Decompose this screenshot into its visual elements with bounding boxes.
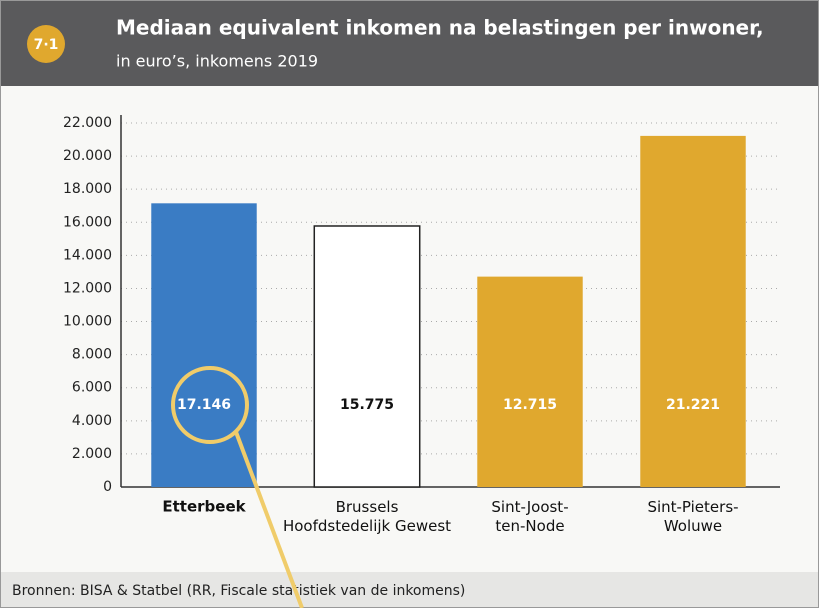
y-tick-label: 6.000 [72, 380, 112, 396]
x-tick-label: Sint-Joost-ten-Node [491, 498, 568, 535]
y-tick-label: 18.000 [63, 181, 112, 197]
y-tick-label: 20.000 [63, 148, 112, 164]
value-label: 12.715 [503, 397, 557, 413]
y-tick-label: 12.000 [63, 280, 112, 296]
annotation-circle [171, 366, 249, 444]
chart-subtitle: in euro’s, inkomens 2019 [116, 52, 318, 71]
value-label: 17.146 [177, 397, 231, 413]
y-tick-label: 14.000 [63, 247, 112, 263]
y-tick-label: 22.000 [63, 115, 112, 131]
y-tick-label: 0 [103, 479, 112, 495]
y-tick-label: 4.000 [72, 413, 112, 429]
value-label: 21.221 [666, 397, 720, 413]
badge [27, 25, 65, 63]
y-tick-label: 2.000 [72, 446, 112, 462]
source: Bronnen: BISA & Statbel (RR, Fiscale sta… [12, 583, 465, 599]
y-tick-label: 8.000 [72, 347, 112, 363]
x-tick-label: Etterbeek [162, 498, 246, 516]
bar [640, 135, 746, 487]
bar [477, 276, 583, 487]
annotation-arrow [234, 431, 304, 608]
chart-title: Mediaan equivalent inkomen na belastinge… [116, 16, 764, 40]
y-tick-label: 10.000 [63, 314, 112, 330]
x-tick-label: Brussels Hoofdstedelijk Gewest [283, 498, 451, 535]
footer [0, 572, 819, 608]
header [0, 0, 819, 86]
value-label: 15.775 [340, 397, 394, 413]
bar [313, 225, 421, 488]
x-tick-label: Sint-Pieters-Woluwe [647, 498, 738, 535]
y-tick-label: 16.000 [63, 214, 112, 230]
badge-text: 7·1 [34, 37, 59, 53]
